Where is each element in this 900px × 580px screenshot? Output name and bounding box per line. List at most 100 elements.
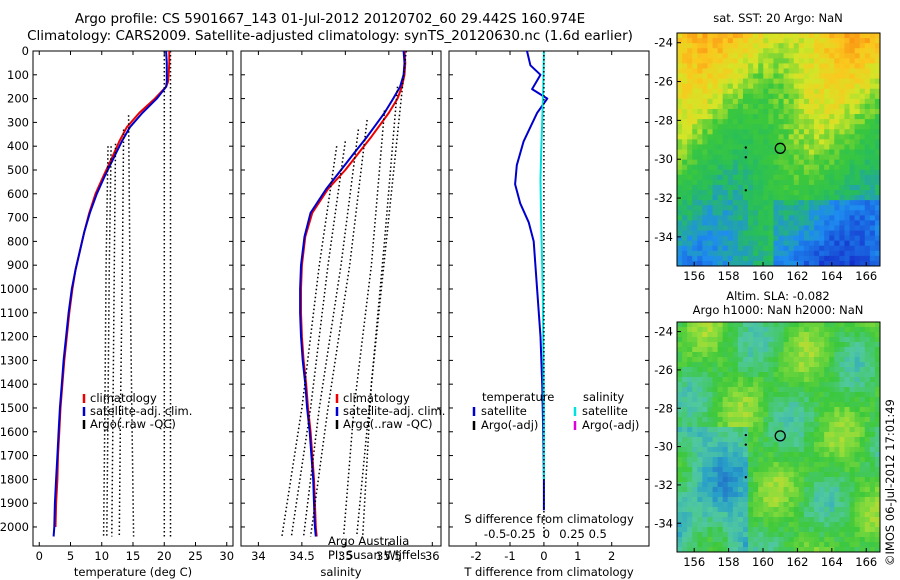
map-cell [788,452,795,458]
map-cell [773,527,779,533]
map-cell [768,88,774,95]
map-cell [737,462,744,468]
map-cell [814,467,820,473]
map-cell [732,255,739,262]
map-cell [834,169,840,176]
map-cell [864,93,871,100]
map-cell [864,357,871,363]
map-cell [773,427,779,433]
map-cell [697,392,703,398]
map-cell [758,492,764,498]
map-cell [788,362,795,368]
map-cell [859,542,866,548]
map-cell [737,205,744,211]
map-cell [788,58,795,64]
map-cell [874,477,881,483]
map-cell [849,447,856,453]
map-cell [859,537,866,543]
map-cell [824,352,830,358]
diff-legend-temperature-heading: temperature [482,390,554,404]
map-cell [742,452,749,458]
sla-map-ytick-label: -28 [654,401,673,415]
map-cell [768,417,774,423]
map-cell [834,327,840,333]
map-cell [692,537,698,543]
map-cell [814,487,820,493]
map-cell [702,93,708,100]
map-cell [732,497,739,503]
map-cell [824,482,830,488]
map-cell [793,502,800,508]
map-cell [783,63,790,69]
map-cell [768,522,774,528]
map-cell [677,377,683,383]
map-cell [864,322,871,328]
map-cell [874,53,881,59]
map-cell [702,174,708,181]
depth-tick-label: 1700 [0,449,29,463]
map-cell [803,327,810,333]
map-cell [773,154,779,161]
map-cell [742,63,749,69]
map-cell [677,83,683,90]
map-cell [732,169,739,176]
map-cell [844,245,850,252]
map-cell [849,377,856,383]
map-cell [793,367,800,373]
map-cell [763,522,769,528]
map-cell [737,422,744,428]
map-cell [742,407,749,413]
map-cell [712,427,718,433]
map-cell [849,129,856,135]
map-cell [864,235,871,242]
map-cell [819,108,825,115]
map-cell [819,357,825,363]
difference-profile-xlabel: T difference from climatology [463,565,634,579]
map-cell [824,235,830,242]
map-cell [687,512,693,518]
map-cell [844,387,850,393]
map-cell [834,245,840,252]
map-cell [783,240,790,247]
map-cell [854,240,861,247]
sla-map-argo-location-marker [774,430,786,442]
map-cell [697,68,703,74]
map-cell [824,114,830,120]
map-cell [758,367,764,373]
map-cell [829,124,835,130]
map-cell [707,108,713,115]
map-cell [803,235,810,242]
map-cell [737,134,744,140]
depth-tick-label: 2000 [0,520,29,534]
map-cell [814,235,820,242]
map-cell [753,235,759,242]
map-cell [859,225,866,231]
map-cell [758,33,764,39]
map-cell [859,442,866,448]
map-cell [732,342,739,348]
map-cell [692,472,698,478]
map-cell [748,402,754,408]
map-cell [717,522,724,528]
map-cell [798,240,805,247]
map-cell [854,159,861,166]
map-cell [788,397,795,403]
map-cell [824,537,830,543]
map-cell [803,357,810,363]
map-cell [854,412,861,418]
sst-map-previous-position-dot [744,189,748,192]
map-cell [702,437,708,443]
map-cell [798,139,805,145]
map-cell [753,432,759,438]
map-cell [758,159,764,166]
map-cell [798,179,805,186]
map-cell [798,98,805,105]
map-cell [844,88,850,95]
map-cell [707,73,713,79]
map-cell [687,88,693,95]
map-cell [808,357,815,363]
map-cell [808,362,815,368]
map-cell [783,532,790,538]
map-cell [808,522,815,528]
map-cell [788,73,795,79]
